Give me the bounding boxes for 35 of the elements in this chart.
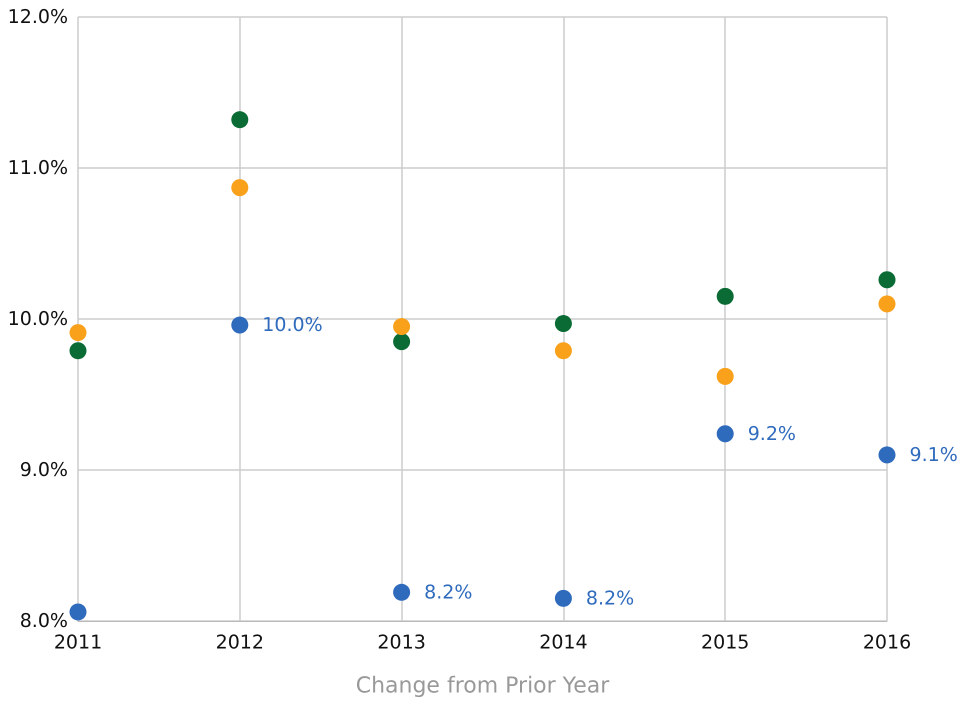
point — [393, 584, 410, 601]
point — [878, 295, 896, 312]
y-tick-label: 9.0% — [20, 459, 68, 481]
x-tick-label: 2016 — [862, 632, 912, 654]
x-axis-title: Change from Prior Year — [356, 674, 610, 698]
x-tick-label: 2015 — [701, 632, 750, 654]
point — [70, 342, 86, 360]
point — [231, 111, 248, 128]
y-tick-label: 11.0% — [8, 157, 68, 179]
data-label: 10.0% — [262, 314, 323, 336]
data-label: 8.2% — [424, 581, 472, 604]
x-tick-label: 2011 — [54, 632, 102, 654]
point — [716, 288, 734, 305]
point — [393, 318, 410, 336]
point — [393, 333, 410, 350]
data-label: 9.2% — [748, 422, 796, 445]
x-tick-label: 2013 — [377, 632, 426, 654]
point — [70, 324, 86, 342]
y-tick-label: 10.0% — [8, 308, 68, 330]
point — [554, 315, 572, 332]
y-tick-label: 12.0% — [8, 6, 68, 28]
y-tick-label: 8.0% — [20, 610, 68, 632]
data-label: 8.2% — [586, 587, 634, 610]
point — [231, 316, 248, 334]
point — [554, 342, 572, 360]
point — [231, 179, 248, 196]
data-label: 9.1% — [910, 444, 958, 466]
point — [878, 271, 896, 288]
point — [716, 425, 734, 442]
point — [70, 603, 86, 620]
x-tick-label: 2012 — [216, 632, 264, 654]
point — [878, 446, 896, 464]
point — [716, 368, 734, 385]
point — [554, 590, 572, 607]
x-tick-label: 2014 — [539, 632, 588, 654]
